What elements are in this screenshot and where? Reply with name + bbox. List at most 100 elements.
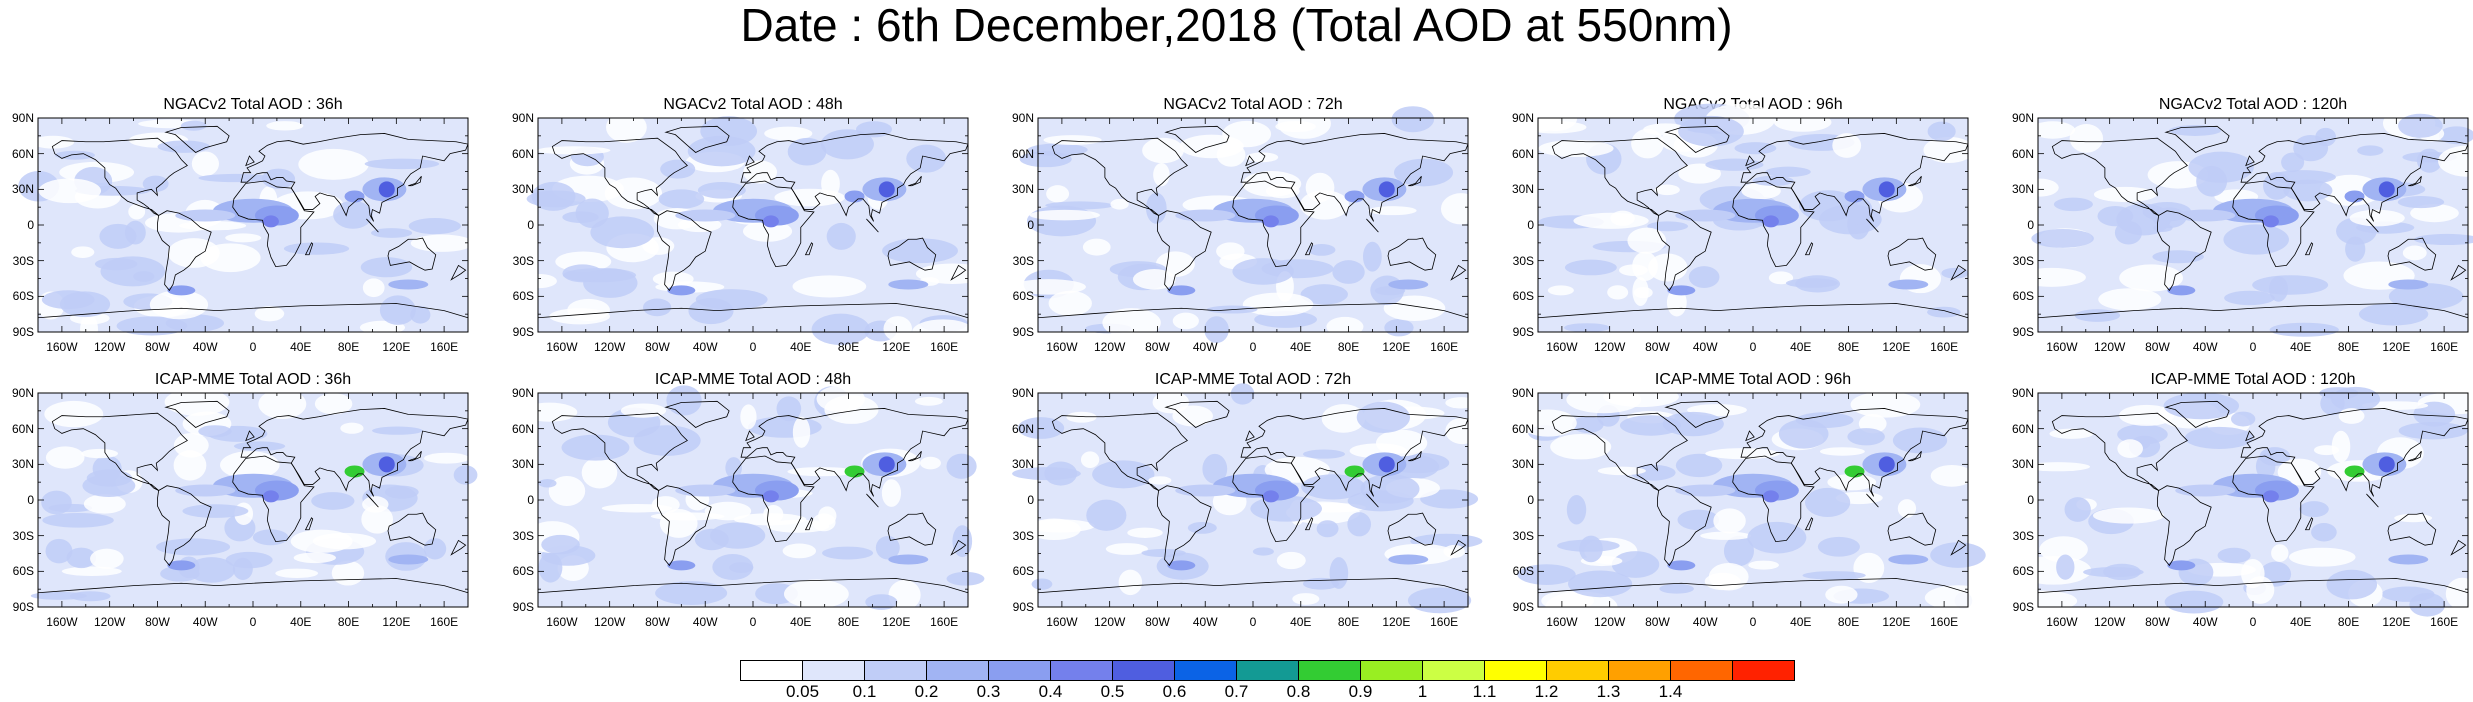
coastlines xyxy=(37,400,469,594)
lat-label: 0 xyxy=(1527,218,1534,232)
lon-label: 120W xyxy=(1093,615,1126,629)
lat-label: 30S xyxy=(1012,528,1034,543)
lat-label: 90S xyxy=(512,600,534,614)
lon-label: 0 xyxy=(249,340,257,354)
aod-map xyxy=(521,385,985,610)
coastlines xyxy=(2037,400,2469,594)
lat-label: 0 xyxy=(27,218,34,232)
lat-label: 90N xyxy=(11,386,34,400)
lon-label: 160E xyxy=(2430,340,2459,354)
lat-label: 90S xyxy=(1012,325,1034,339)
lat-label: 30N xyxy=(1511,457,1534,472)
lon-label: 0 xyxy=(1749,615,1757,629)
lon-label: 120W xyxy=(593,340,626,354)
lon-label: 80W xyxy=(145,340,170,354)
coastlines xyxy=(1037,400,1469,594)
lat-label: 30S xyxy=(1012,253,1034,268)
lat-label: 60S xyxy=(1512,564,1534,579)
lat-label: 90S xyxy=(1512,325,1534,339)
panel-title: NGACv2 Total AOD : 36h xyxy=(163,96,343,113)
lat-label: 30S xyxy=(1512,528,1534,543)
lon-label: 40E xyxy=(1790,615,1812,629)
lat-label: 60S xyxy=(1512,289,1534,304)
coastlines xyxy=(1537,400,1969,594)
aod-map xyxy=(1517,386,1992,623)
colorbar-label: 1 xyxy=(1417,682,1428,701)
lat-label: 60S xyxy=(2012,289,2034,304)
axis-ticks xyxy=(1537,117,1969,333)
lat-label: 30N xyxy=(511,182,534,197)
lon-label: 40W xyxy=(1692,615,1718,629)
colorbar-swatch xyxy=(988,660,1051,681)
colorbar-label: 1.4 xyxy=(1658,682,1683,701)
lat-label: 90S xyxy=(12,325,34,339)
lon-label: 80W xyxy=(645,340,670,354)
colorbar-swatch xyxy=(1360,660,1423,681)
lon-label: 80E xyxy=(837,340,860,354)
lat-label: 90S xyxy=(512,325,534,339)
axis-ticks xyxy=(1537,392,1969,608)
lat-label: 60N xyxy=(1011,146,1034,161)
aod-field xyxy=(1012,383,1483,614)
lon-label: 120E xyxy=(382,615,411,629)
panel-title: ICAP-MME Total AOD : 120h xyxy=(2150,371,2356,388)
lon-label: 120E xyxy=(1382,615,1411,629)
colorbar-label: 0.1 xyxy=(852,682,877,701)
colorbar-swatch xyxy=(802,660,865,681)
lat-label: 60N xyxy=(511,421,534,436)
lat-label: 30N xyxy=(11,182,34,197)
lon-label: 40E xyxy=(1290,340,1312,354)
lon-label: 160E xyxy=(930,340,959,354)
lon-label: 80W xyxy=(1645,615,1670,629)
lon-label: 120E xyxy=(882,615,911,629)
colorbar-swatch xyxy=(926,660,989,681)
lat-label: 0 xyxy=(527,493,534,507)
lon-label: 80E xyxy=(337,340,360,354)
lat-label: 60N xyxy=(511,146,534,161)
lon-label: 80E xyxy=(1837,340,1860,354)
lon-label: 120W xyxy=(1593,340,1626,354)
lon-label: 40E xyxy=(1290,615,1312,629)
panel-title: ICAP-MME Total AOD : 72h xyxy=(1154,371,1352,388)
lon-label: 80E xyxy=(337,615,360,629)
aod-map xyxy=(521,111,990,346)
lon-label: 40W xyxy=(192,340,218,354)
lon-label: 160W xyxy=(546,340,578,354)
panel-title: ICAP-MME Total AOD : 48h xyxy=(654,371,852,388)
colorbar-label: 0.3 xyxy=(976,682,1001,701)
lon-label: 120W xyxy=(1593,615,1626,629)
lon-label: 0 xyxy=(1249,615,1257,629)
lon-label: 120E xyxy=(1882,615,1911,629)
colorbar-label: 0.05 xyxy=(785,682,820,701)
lon-label: 160W xyxy=(1546,615,1578,629)
aod-map xyxy=(2017,108,2473,337)
lat-label: 0 xyxy=(2027,493,2034,507)
lat-label: 90N xyxy=(511,386,534,400)
colorbar-swatch xyxy=(1112,660,1175,681)
lon-label: 160W xyxy=(1046,340,1078,354)
colorbar-swatch xyxy=(1236,660,1299,681)
lon-label: 40W xyxy=(1192,340,1218,354)
lat-label: 30S xyxy=(512,253,534,268)
lon-label: 40W xyxy=(2192,340,2218,354)
lon-label: 0 xyxy=(2249,615,2257,629)
lat-label: 60S xyxy=(512,289,534,304)
lat-label: 60N xyxy=(11,421,34,436)
colorbar-swatch xyxy=(740,660,803,681)
lon-label: 80W xyxy=(1145,615,1170,629)
lon-label: 80E xyxy=(2337,340,2360,354)
colorbar-swatch xyxy=(1298,660,1361,681)
colorbar-swatch xyxy=(1050,660,1113,681)
lon-label: 80W xyxy=(2145,615,2170,629)
lat-label: 90N xyxy=(511,111,534,125)
lat-label: 90N xyxy=(1511,386,1534,400)
lon-label: 40W xyxy=(1192,615,1218,629)
colorbar-swatch xyxy=(1484,660,1547,681)
lon-label: 160E xyxy=(1930,340,1959,354)
lon-label: 160W xyxy=(1546,340,1578,354)
lat-label: 60S xyxy=(1012,289,1034,304)
lon-label: 160E xyxy=(430,615,459,629)
lon-label: 40E xyxy=(290,615,312,629)
lat-label: 60N xyxy=(11,146,34,161)
lat-label: 60N xyxy=(2011,421,2034,436)
